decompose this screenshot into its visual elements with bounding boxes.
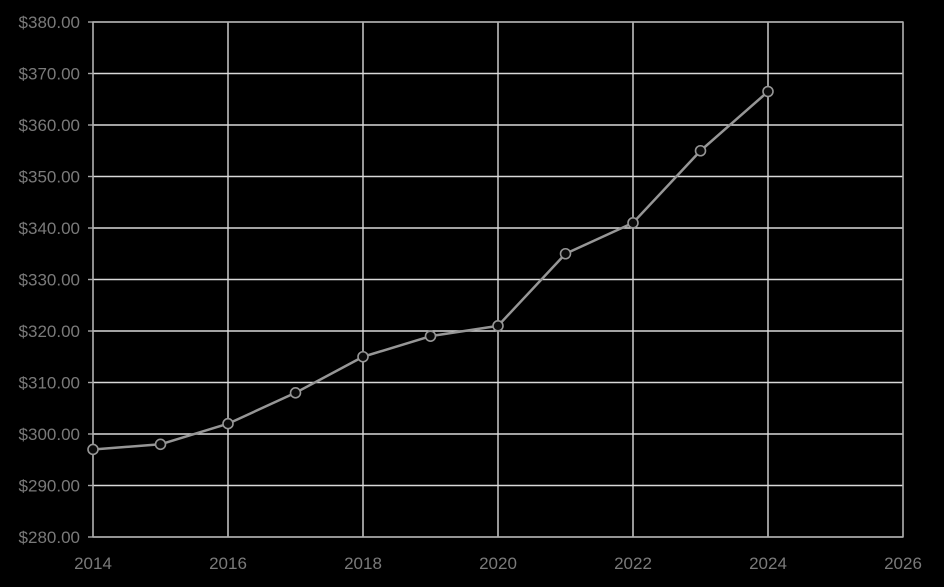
data-point-marker	[762, 85, 774, 98]
x-axis-tick-label: 2020	[479, 554, 517, 573]
y-axis-tick-label: $320.00	[19, 322, 80, 341]
y-axis-tick-label: $300.00	[19, 425, 80, 444]
plot-border	[92, 21, 904, 538]
y-axis-tick-label: $280.00	[19, 528, 80, 547]
y-axis-tick-label: $310.00	[19, 374, 80, 393]
data-point-marker	[87, 443, 99, 456]
data-point-marker	[154, 438, 167, 451]
x-axis-tick-label: 2024	[749, 554, 787, 573]
data-point-marker	[222, 417, 234, 430]
series-line	[91, 90, 770, 451]
y-axis-tick-label: $360.00	[19, 116, 80, 135]
x-axis-tick-label: 2026	[884, 554, 922, 573]
x-axis-tick-label: 2022	[614, 554, 652, 573]
y-axis-tick-label: $290.00	[19, 477, 80, 496]
data-point-marker	[627, 217, 639, 229]
y-axis-tick-label: $350.00	[19, 168, 80, 187]
data-point-marker	[492, 320, 504, 332]
y-axis-tick-label: $380.00	[19, 13, 80, 32]
data-point-marker	[357, 350, 369, 363]
y-axis-tick-label: $340.00	[19, 219, 80, 238]
data-point-marker	[694, 144, 707, 157]
y-axis-tick-label: $370.00	[19, 65, 80, 84]
x-axis-tick-label: 2016	[209, 554, 247, 573]
x-axis-tick-label: 2018	[344, 554, 382, 573]
data-point-marker	[424, 330, 437, 342]
data-point-marker	[289, 386, 302, 399]
y-axis-tick-label: $330.00	[19, 271, 80, 290]
x-axis-tick-label: 2014	[74, 554, 112, 573]
data-point-marker	[559, 247, 572, 260]
